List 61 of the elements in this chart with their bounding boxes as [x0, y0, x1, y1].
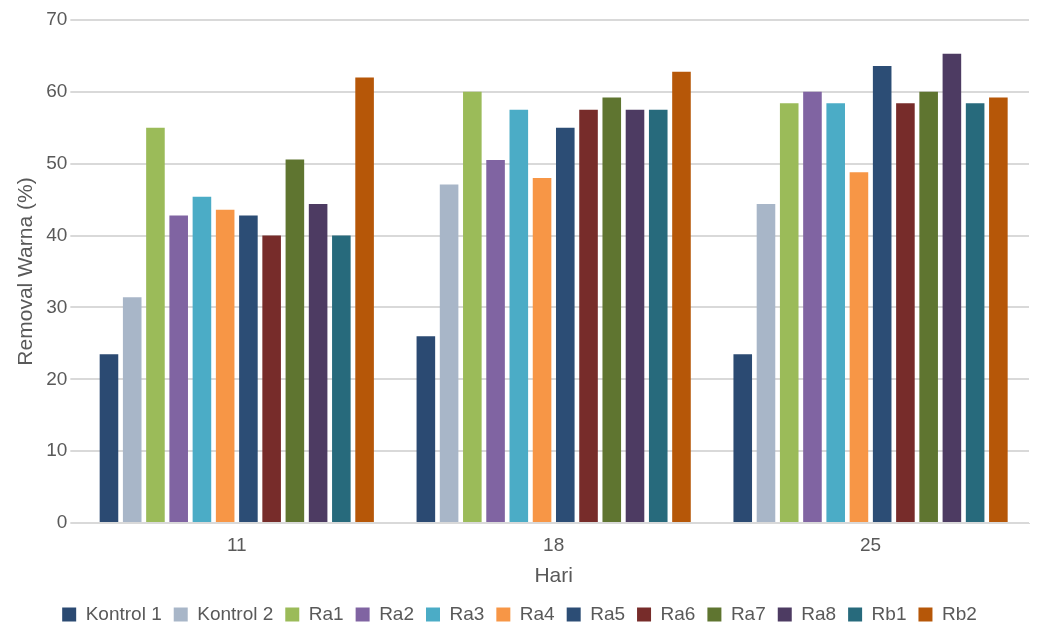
- bar: [919, 91, 938, 522]
- bar: [332, 235, 351, 522]
- legend-label: Ra2: [379, 602, 414, 624]
- x-tick-label: 11: [226, 533, 247, 555]
- bar: [579, 109, 598, 522]
- bar: [262, 235, 281, 522]
- y-axis-title: Removal Warna (%): [13, 177, 37, 366]
- bar: [756, 203, 776, 522]
- x-tick-label: 18: [543, 533, 565, 555]
- bar: [803, 91, 822, 522]
- bar: [733, 354, 753, 522]
- y-tick-label: 60: [46, 80, 68, 102]
- legend-label: Ra4: [519, 602, 556, 624]
- bar: [872, 65, 892, 522]
- y-tick-label: 20: [46, 367, 68, 389]
- bar: [965, 103, 985, 522]
- bar: [672, 71, 691, 522]
- bar: [826, 103, 845, 522]
- y-tick-label: 70: [46, 8, 68, 30]
- bar: [555, 127, 575, 522]
- bar: [896, 103, 915, 522]
- bar: [215, 209, 235, 522]
- bar: [285, 159, 305, 522]
- y-tick-label: 10: [46, 439, 68, 461]
- legend-label: Ra8: [801, 602, 837, 624]
- x-tick-label: 25: [859, 533, 882, 555]
- legend-label: Ra7: [730, 602, 766, 624]
- legend-label: Kontrol 2: [197, 602, 274, 624]
- y-tick-label: 40: [46, 223, 68, 245]
- bar: [439, 184, 459, 522]
- legend-label: Rb1: [871, 602, 907, 624]
- legend-label: Kontrol 1: [85, 602, 162, 624]
- bar: [308, 203, 328, 522]
- bar: [648, 109, 668, 522]
- bar: [779, 103, 799, 522]
- bar: [169, 215, 188, 522]
- bar: [849, 172, 869, 522]
- bar: [509, 109, 529, 522]
- bar: [486, 160, 505, 522]
- legend-label: Ra5: [590, 602, 626, 624]
- bar: [355, 77, 374, 522]
- legend-label: Ra6: [660, 602, 696, 624]
- bar: [146, 127, 165, 522]
- bar: [625, 109, 645, 522]
- bar: [99, 354, 119, 522]
- bar: [989, 97, 1008, 522]
- legend-label: Ra3: [449, 602, 485, 624]
- y-tick-label: 30: [46, 295, 68, 317]
- bar: [239, 215, 258, 522]
- y-tick-label: 50: [46, 151, 68, 173]
- y-tick-label: 0: [56, 511, 68, 533]
- legend-label: Rb2: [941, 602, 977, 624]
- bar: [602, 97, 622, 522]
- x-axis-title: Hari: [534, 563, 573, 587]
- bar: [532, 178, 552, 522]
- legend-label: Ra1: [308, 602, 344, 624]
- bar: [416, 336, 436, 522]
- bar: [192, 196, 212, 522]
- bar: [463, 91, 482, 522]
- bar: [942, 53, 962, 522]
- bar: [122, 297, 142, 522]
